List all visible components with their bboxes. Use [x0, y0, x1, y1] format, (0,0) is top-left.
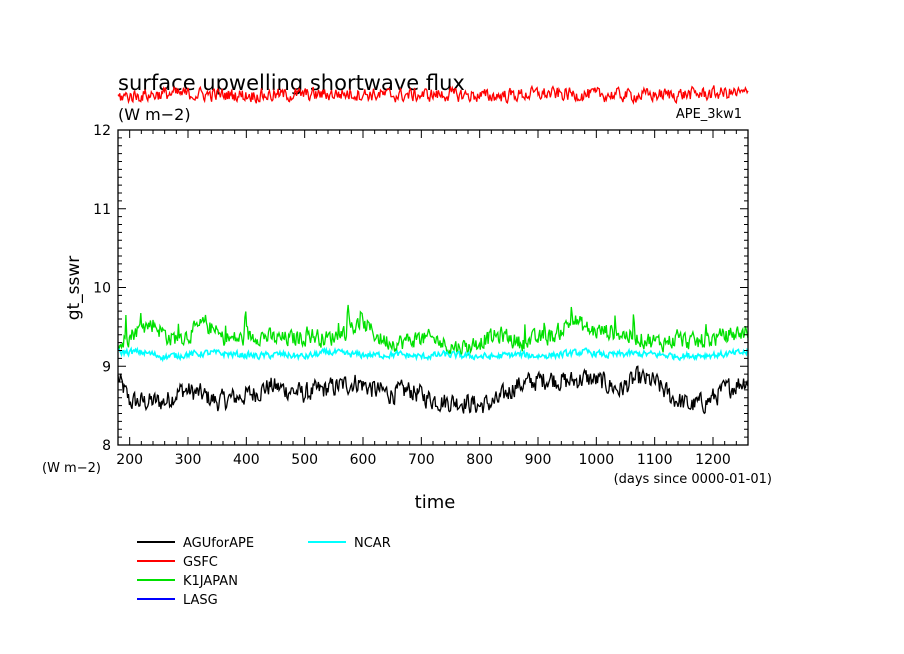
chart-units-label: (W m−2)	[118, 105, 191, 124]
x-axis-units: (days since 0000-01-01)	[614, 472, 772, 487]
x-tick-label: 200	[116, 452, 143, 468]
chart-title: surface upwelling shortwave flux	[118, 71, 465, 95]
series-line-gsfc	[117, 84, 749, 106]
x-axis-label: time	[415, 492, 456, 513]
legend-label: GSFC	[183, 555, 218, 570]
x-tick-label: 900	[525, 452, 552, 468]
series-lines	[117, 84, 749, 415]
y-tick-label: 9	[102, 359, 111, 375]
legend-label: K1JAPAN	[183, 574, 238, 589]
y-tick-label: 11	[93, 202, 111, 218]
x-tick-label: 1200	[695, 452, 731, 468]
y-axis-label: gt_sswr	[64, 256, 84, 321]
x-tick-label: 1100	[637, 452, 673, 468]
x-tick-label: 700	[408, 452, 435, 468]
y-axis-units: (W m−2)	[42, 461, 101, 476]
legend: AGUforAPE GSFC K1JAPAN LASG NCAR	[137, 536, 391, 608]
series-line-k1japan	[117, 304, 749, 356]
legend-label: LASG	[183, 593, 218, 608]
x-tick-label: 400	[233, 452, 260, 468]
axes: 200 300 400 500 600 700 800 900 1000 1100 1200 8 9 10…	[93, 123, 749, 468]
x-tick-label: 1000	[579, 452, 615, 468]
y-tick-label: 10	[93, 281, 111, 297]
x-tick-label: 500	[291, 452, 318, 468]
y-tick-label: 12	[93, 123, 111, 139]
x-tick-label: 300	[175, 452, 202, 468]
x-tick-label: 600	[350, 452, 377, 468]
series-line-aguforape	[117, 365, 749, 415]
y-tick-label: 8	[102, 438, 111, 454]
legend-label: AGUforAPE	[183, 536, 254, 551]
legend-label: NCAR	[354, 536, 391, 551]
chart-run-label: APE_3kw1	[676, 107, 742, 122]
x-tick-label: 800	[466, 452, 493, 468]
series-line-ncar	[117, 346, 749, 363]
